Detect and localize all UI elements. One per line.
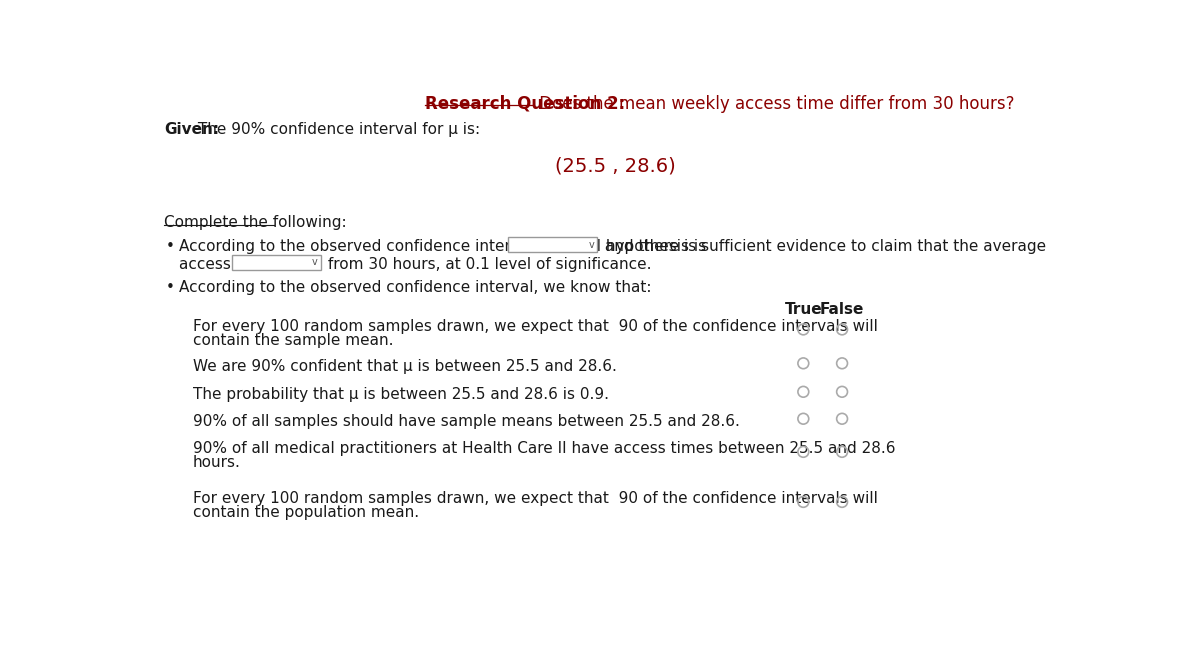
Text: contain the sample mean.: contain the sample mean. bbox=[193, 333, 394, 347]
FancyBboxPatch shape bbox=[232, 255, 322, 270]
Text: from 30 hours, at 0.1 level of significance.: from 30 hours, at 0.1 level of significa… bbox=[323, 257, 652, 272]
Text: v: v bbox=[588, 240, 594, 250]
Text: Given:: Given: bbox=[164, 122, 220, 137]
Text: The probability that μ is between 25.5 and 28.6 is 0.9.: The probability that μ is between 25.5 a… bbox=[193, 387, 608, 402]
FancyBboxPatch shape bbox=[509, 237, 598, 252]
Text: The 90% confidence interval for μ is:: The 90% confidence interval for μ is: bbox=[193, 122, 480, 137]
Text: contain the population mean.: contain the population mean. bbox=[193, 505, 419, 520]
Text: •: • bbox=[166, 239, 174, 254]
Text: hours.: hours. bbox=[193, 455, 240, 470]
Text: •: • bbox=[166, 280, 174, 295]
Text: According to the observed confidence interval, we know that:: According to the observed confidence int… bbox=[180, 280, 652, 295]
Text: For every 100 random samples drawn, we expect that  90 of the confidence interva: For every 100 random samples drawn, we e… bbox=[193, 491, 877, 506]
Text: (25.5 , 28.6): (25.5 , 28.6) bbox=[554, 157, 676, 176]
Text: True: True bbox=[785, 303, 822, 318]
Text: v: v bbox=[312, 258, 318, 267]
Text: Complete the following:: Complete the following: bbox=[164, 215, 347, 230]
Text: Research Question 2:: Research Question 2: bbox=[425, 94, 625, 113]
Text: Does the mean weekly access time differ from 30 hours?: Does the mean weekly access time differ … bbox=[534, 94, 1015, 113]
Text: 90% of all medical practitioners at Health Care II have access times between 25.: 90% of all medical practitioners at Heal… bbox=[193, 441, 895, 456]
Text: For every 100 random samples drawn, we expect that  90 of the confidence interva: For every 100 random samples drawn, we e… bbox=[193, 319, 877, 334]
Text: According to the observed confidence interval, the null hypothesis is: According to the observed confidence int… bbox=[180, 239, 707, 254]
Text: 90% of all samples should have sample means between 25.5 and 28.6.: 90% of all samples should have sample me… bbox=[193, 414, 739, 429]
Text: We are 90% confident that μ is between 25.5 and 28.6.: We are 90% confident that μ is between 2… bbox=[193, 358, 617, 374]
Text: access time: access time bbox=[180, 257, 271, 272]
Text: False: False bbox=[820, 303, 864, 318]
Text: and there is sufficient evidence to claim that the average: and there is sufficient evidence to clai… bbox=[600, 239, 1046, 254]
